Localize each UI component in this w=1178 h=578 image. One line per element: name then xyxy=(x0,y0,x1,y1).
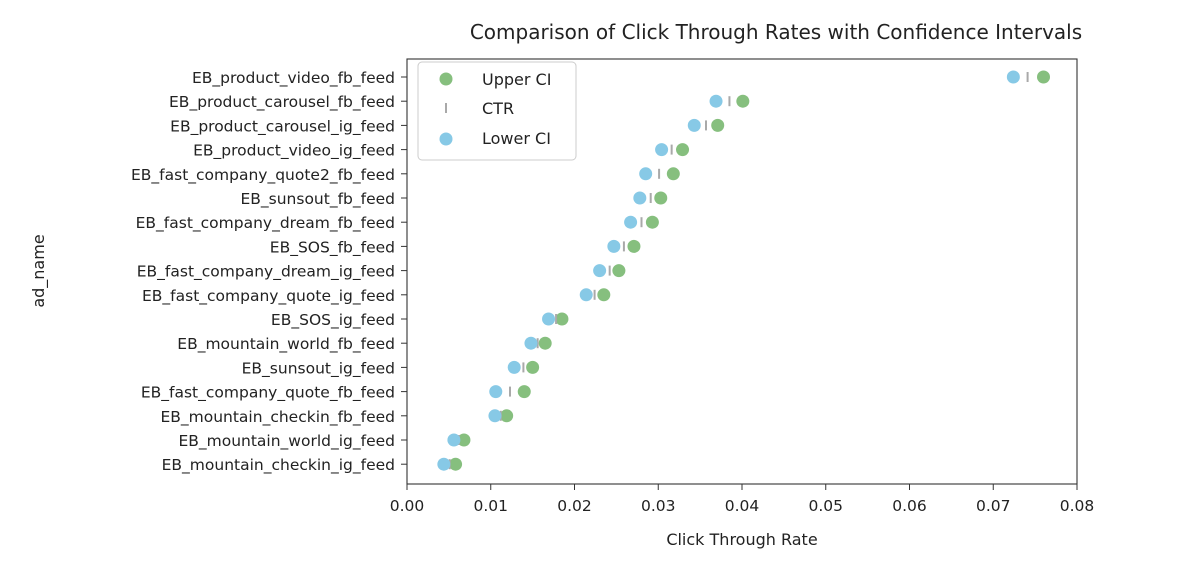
upper-ci-point xyxy=(449,457,463,471)
upper-ci-series xyxy=(449,70,1050,471)
y-tick-label-eb-mountain-world-fb-feed: EB_mountain_world_fb_feed xyxy=(177,335,395,354)
lower-ci-point xyxy=(579,288,593,302)
legend: Upper CI CTR Lower CI xyxy=(417,61,577,161)
x-tick-label: 0.07 xyxy=(976,497,1011,515)
y-tick-label-eb-fast-company-quote-fb-feed: EB_fast_company_quote_fb_feed xyxy=(141,384,395,403)
lower-ci-point xyxy=(607,239,621,253)
lower-ci-point xyxy=(489,385,503,399)
y-tick-label-eb-product-carousel-fb-feed: EB_product_carousel_fb_feed xyxy=(169,93,395,112)
lower-ci-point xyxy=(542,312,556,326)
x-tick-label: 0.02 xyxy=(557,497,592,515)
lower-ci-point xyxy=(507,360,521,374)
y-tick-label-eb-sos-ig-feed: EB_SOS_ig_feed xyxy=(271,311,395,330)
lower-ci-point xyxy=(633,191,647,205)
lower-ci-point xyxy=(624,215,638,229)
y-tick-label-eb-mountain-checkin-ig-feed: EB_mountain_checkin_ig_feed xyxy=(162,456,395,475)
upper-ci-point xyxy=(654,191,668,205)
y-axis-label: ad_name xyxy=(29,234,49,307)
x-tick-label: 0.00 xyxy=(390,497,425,515)
upper-ci-point xyxy=(612,264,626,278)
y-tick-label-eb-mountain-world-ig-feed: EB_mountain_world_ig_feed xyxy=(178,432,395,451)
plot-area xyxy=(406,58,1078,485)
legend-upper-ci-marker xyxy=(439,72,453,86)
upper-ci-point xyxy=(676,143,690,157)
lower-ci-point xyxy=(447,433,461,447)
upper-ci-point xyxy=(597,288,611,302)
y-tick-label-eb-fast-company-quote2-fb-feed: EB_fast_company_quote2_fb_feed xyxy=(131,166,395,185)
upper-ci-point xyxy=(711,118,725,132)
upper-ci-point xyxy=(555,312,569,326)
y-tick-label-eb-product-video-fb-feed: EB_product_video_fb_feed xyxy=(192,69,395,88)
x-tick-label: 0.06 xyxy=(892,497,927,515)
chart-title: Comparison of Click Through Rates with C… xyxy=(470,20,1082,44)
lower-ci-series xyxy=(437,70,1020,471)
legend-ctr-label: CTR xyxy=(482,99,514,118)
y-tick-label-eb-fast-company-dream-ig-feed: EB_fast_company_dream_ig_feed xyxy=(137,263,395,282)
x-axis: 0.00 0.01 0.02 0.03 0.04 0.05 0.06 0.07 0.08 xyxy=(390,484,1095,515)
lower-ci-point xyxy=(593,264,607,278)
legend-box xyxy=(417,61,577,161)
lower-ci-point xyxy=(437,457,451,471)
y-tick-label-eb-product-carousel-ig-feed: EB_product_carousel_ig_feed xyxy=(170,117,395,136)
upper-ci-point xyxy=(736,94,750,108)
y-tick-label-eb-fast-company-dream-fb-feed: EB_fast_company_dream_fb_feed xyxy=(136,214,395,233)
upper-ci-point xyxy=(627,239,641,253)
y-axis: EB_product_video_fb_feed EB_product_carou… xyxy=(131,69,407,475)
lower-ci-point xyxy=(488,409,502,423)
x-tick-label: 0.04 xyxy=(725,497,760,515)
upper-ci-point xyxy=(1037,70,1050,84)
upper-ci-point xyxy=(457,433,471,447)
y-tick-label-eb-mountain-checkin-fb-feed: EB_mountain_checkin_fb_feed xyxy=(160,408,395,427)
lower-ci-point xyxy=(1006,70,1020,84)
y-tick-label-eb-sunsout-ig-feed: EB_sunsout_ig_feed xyxy=(242,359,395,378)
x-tick-label: 0.08 xyxy=(1060,497,1095,515)
x-axis-label: Click Through Rate xyxy=(666,530,817,549)
legend-lower-ci-label: Lower CI xyxy=(482,129,551,148)
upper-ci-point xyxy=(500,409,514,423)
lower-ci-point xyxy=(687,118,701,132)
upper-ci-point xyxy=(666,167,680,181)
y-tick-label-eb-product-video-ig-feed: EB_product_video_ig_feed xyxy=(193,142,395,161)
x-tick-label: 0.03 xyxy=(641,497,676,515)
lower-ci-point xyxy=(524,336,538,350)
legend-lower-ci-marker xyxy=(439,132,453,146)
y-tick-label-eb-sos-fb-feed: EB_SOS_fb_feed xyxy=(270,238,395,257)
lower-ci-point xyxy=(709,94,723,108)
lower-ci-point xyxy=(655,143,669,157)
upper-ci-point xyxy=(517,385,531,399)
y-tick-label-eb-sunsout-fb-feed: EB_sunsout_fb_feed xyxy=(240,190,395,209)
upper-ci-point xyxy=(645,215,659,229)
y-tick-label-eb-fast-company-quote-ig-feed: EB_fast_company_quote_ig_feed xyxy=(142,287,395,306)
upper-ci-point xyxy=(526,360,540,374)
x-tick-label: 0.05 xyxy=(808,497,843,515)
legend-upper-ci-label: Upper CI xyxy=(482,70,551,89)
lower-ci-point xyxy=(639,167,653,181)
x-tick-label: 0.01 xyxy=(473,497,508,515)
upper-ci-point xyxy=(538,336,552,350)
